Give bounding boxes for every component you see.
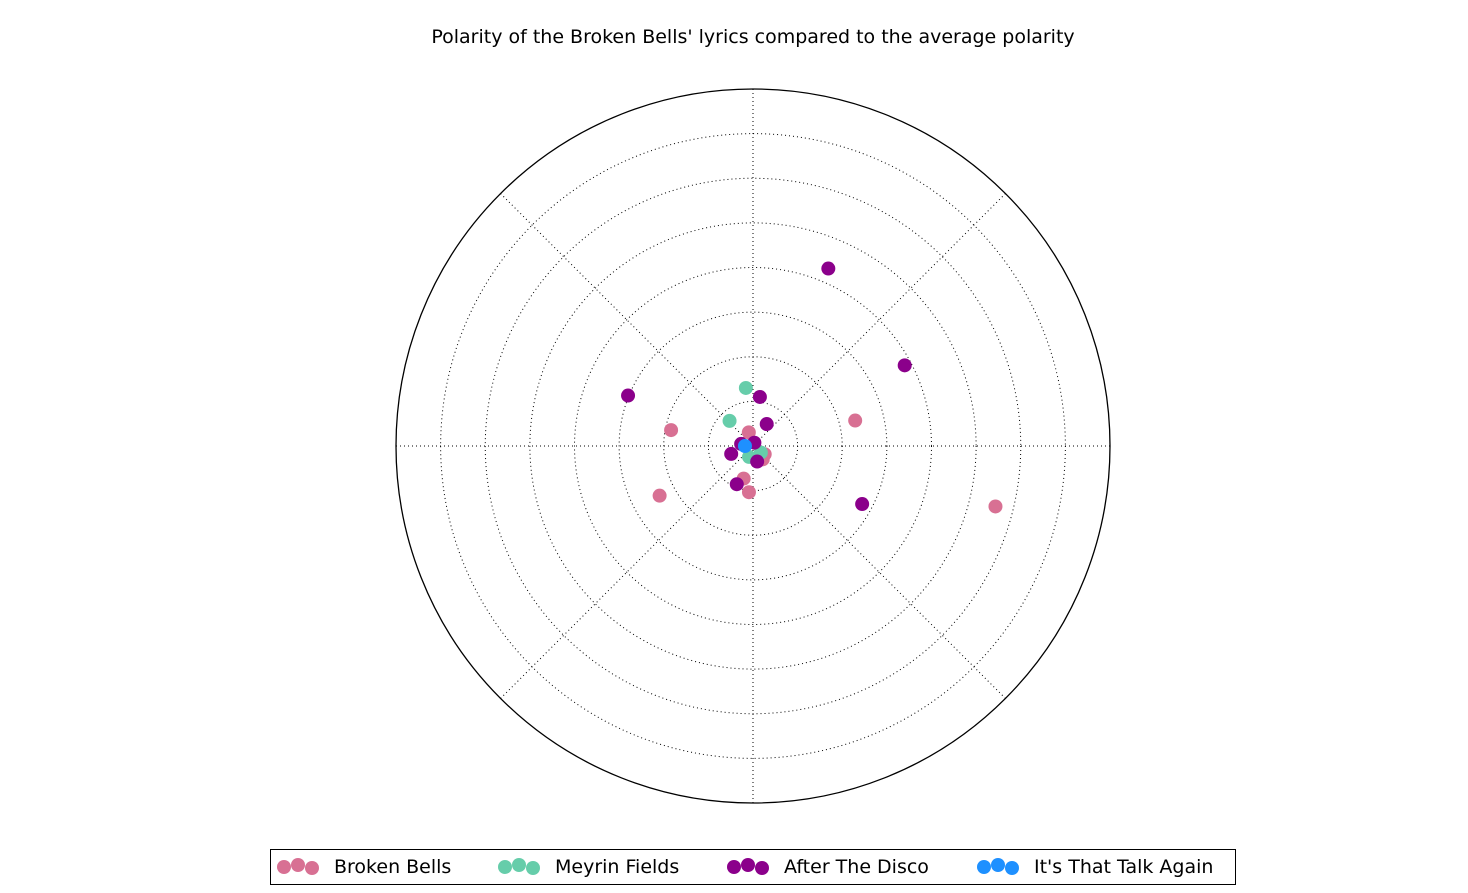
data-point-s1-3 bbox=[664, 423, 679, 438]
legend-marker-s2-3 bbox=[526, 861, 540, 875]
radial-gridline-3 bbox=[618, 311, 888, 581]
data-point-s3-4 bbox=[621, 388, 636, 403]
data-point-s3-2 bbox=[897, 358, 912, 373]
legend-marker-s1-2 bbox=[291, 858, 305, 872]
data-point-s1-2 bbox=[848, 413, 863, 428]
data-point-s3-3 bbox=[855, 497, 870, 512]
series-4 bbox=[737, 439, 752, 453]
data-point-s3-6 bbox=[759, 417, 774, 432]
data-point-s3-1 bbox=[821, 261, 836, 276]
legend-marker-s3-3 bbox=[755, 861, 769, 875]
legend-marker-s2-2 bbox=[512, 858, 526, 872]
legend-marker-s4-3 bbox=[1005, 861, 1019, 875]
data-point-s3-5 bbox=[752, 389, 767, 404]
radial-gridline-5 bbox=[529, 222, 977, 670]
radial-gridline-2 bbox=[663, 356, 843, 536]
data-point-s2-1 bbox=[738, 380, 753, 395]
data-point-s3-11 bbox=[750, 454, 765, 469]
legend-marker-s3-1 bbox=[727, 860, 741, 874]
legend-label-4: It's That Talk Again bbox=[1034, 856, 1213, 878]
data-point-s1-4 bbox=[652, 488, 667, 503]
legend-marker-s4-1 bbox=[977, 860, 991, 874]
data-point-s3-8 bbox=[724, 446, 739, 461]
legend-marker-s2-1 bbox=[498, 860, 512, 874]
legend-marker-s1-1 bbox=[277, 860, 291, 874]
legend-label-2: Meyrin Fields bbox=[555, 856, 679, 878]
legend-marker-s1-3 bbox=[305, 861, 319, 875]
data-point-s1-7 bbox=[741, 425, 756, 440]
legend-label-3: After The Disco bbox=[784, 856, 929, 878]
data-point-s2-2 bbox=[722, 413, 737, 428]
plot-area bbox=[395, 88, 1111, 804]
legend-marker-s3-2 bbox=[741, 858, 755, 872]
data-point-s1-6 bbox=[741, 485, 756, 500]
radial-gridline-6 bbox=[484, 177, 1022, 715]
data-point-s1-1 bbox=[988, 499, 1003, 514]
radial-gridline-4 bbox=[574, 267, 932, 625]
legend-marker-s4-2 bbox=[991, 858, 1005, 872]
data-point-s3-9 bbox=[729, 477, 744, 492]
legend: Broken Bells Meyrin Fields After The Disco… bbox=[270, 849, 1236, 885]
legend-label-1: Broken Bells bbox=[334, 856, 451, 878]
data-point-s4-1 bbox=[737, 439, 752, 453]
chart-title: Polarity of the Broken Bells' lyrics com… bbox=[431, 26, 1074, 48]
